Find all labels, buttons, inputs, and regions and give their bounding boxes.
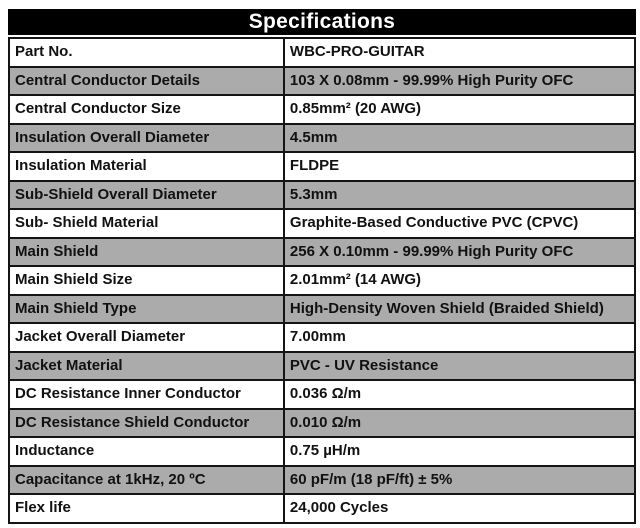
spec-value: WBC-PRO-GUITAR xyxy=(282,37,637,68)
spec-table-body: Part No. WBC-PRO-GUITAR Central Conducto… xyxy=(8,37,637,524)
spec-label: Insulation Material xyxy=(8,151,285,182)
table-row: Main Shield 256 X 0.10mm - 99.99% High P… xyxy=(8,236,637,267)
spec-sheet: Specifications Part No. WBC-PRO-GUITAR C… xyxy=(8,9,637,524)
table-row: Inductance 0.75 µH/m xyxy=(8,436,637,467)
spec-label: DC Resistance Inner Conductor xyxy=(8,379,285,410)
spec-value: 0.75 µH/m xyxy=(282,436,637,467)
spec-table: Part No. WBC-PRO-GUITAR Central Conducto… xyxy=(8,37,637,524)
spec-label: DC Resistance Shield Conductor xyxy=(8,407,285,438)
table-row: DC Resistance Shield Conductor 0.010 Ω/m xyxy=(8,407,637,438)
table-row: Main Shield Size 2.01mm² (14 AWG) xyxy=(8,265,637,296)
spec-label: Capacitance at 1kHz, 20 ºC xyxy=(8,464,285,495)
table-row: Main Shield Type High-Density Woven Shie… xyxy=(8,293,637,324)
table-row: Capacitance at 1kHz, 20 ºC 60 pF/m (18 p… xyxy=(8,464,637,495)
spec-label: Part No. xyxy=(8,37,285,68)
spec-label: Sub- Shield Material xyxy=(8,208,285,239)
spec-value: Graphite-Based Conductive PVC (CPVC) xyxy=(282,208,637,239)
spec-value: FLDPE xyxy=(282,151,637,182)
table-row: Insulation Overall Diameter 4.5mm xyxy=(8,122,637,153)
spec-value: 0.036 Ω/m xyxy=(282,379,637,410)
spec-value: 103 X 0.08mm - 99.99% High Purity OFC xyxy=(282,65,637,96)
table-row: Sub-Shield Overall Diameter 5.3mm xyxy=(8,179,637,210)
spec-label: Flex life xyxy=(8,493,285,524)
spec-label: Jacket Overall Diameter xyxy=(8,322,285,353)
table-row: Jacket Overall Diameter 7.00mm xyxy=(8,322,637,353)
spec-value: High-Density Woven Shield (Braided Shiel… xyxy=(282,293,637,324)
spec-value: 24,000 Cycles xyxy=(282,493,637,524)
table-row: Central Conductor Size 0.85mm² (20 AWG) xyxy=(8,94,637,125)
spec-value: 5.3mm xyxy=(282,179,637,210)
spec-value: 0.010 Ω/m xyxy=(282,407,637,438)
spec-label: Central Conductor Size xyxy=(8,94,285,125)
spec-label: Insulation Overall Diameter xyxy=(8,122,285,153)
table-row: Flex life 24,000 Cycles xyxy=(8,493,637,524)
spec-value: 2.01mm² (14 AWG) xyxy=(282,265,637,296)
spec-value: 7.00mm xyxy=(282,322,637,353)
spec-label: Sub-Shield Overall Diameter xyxy=(8,179,285,210)
spec-value: PVC - UV Resistance xyxy=(282,350,637,381)
spec-label: Main Shield xyxy=(8,236,285,267)
spec-label: Jacket Material xyxy=(8,350,285,381)
table-row: Sub- Shield Material Graphite-Based Cond… xyxy=(8,208,637,239)
spec-label: Main Shield Size xyxy=(8,265,285,296)
spec-value: 256 X 0.10mm - 99.99% High Purity OFC xyxy=(282,236,637,267)
spec-value: 60 pF/m (18 pF/ft) ± 5% xyxy=(282,464,637,495)
spec-label: Inductance xyxy=(8,436,285,467)
spec-value: 0.85mm² (20 AWG) xyxy=(282,94,637,125)
spec-label: Main Shield Type xyxy=(8,293,285,324)
table-row: DC Resistance Inner Conductor 0.036 Ω/m xyxy=(8,379,637,410)
spec-value: 4.5mm xyxy=(282,122,637,153)
table-row: Insulation Material FLDPE xyxy=(8,151,637,182)
table-row: Part No. WBC-PRO-GUITAR xyxy=(8,37,637,68)
table-row: Central Conductor Details 103 X 0.08mm -… xyxy=(8,65,637,96)
spec-label: Central Conductor Details xyxy=(8,65,285,96)
table-row: Jacket Material PVC - UV Resistance xyxy=(8,350,637,381)
page-title: Specifications xyxy=(8,9,636,35)
